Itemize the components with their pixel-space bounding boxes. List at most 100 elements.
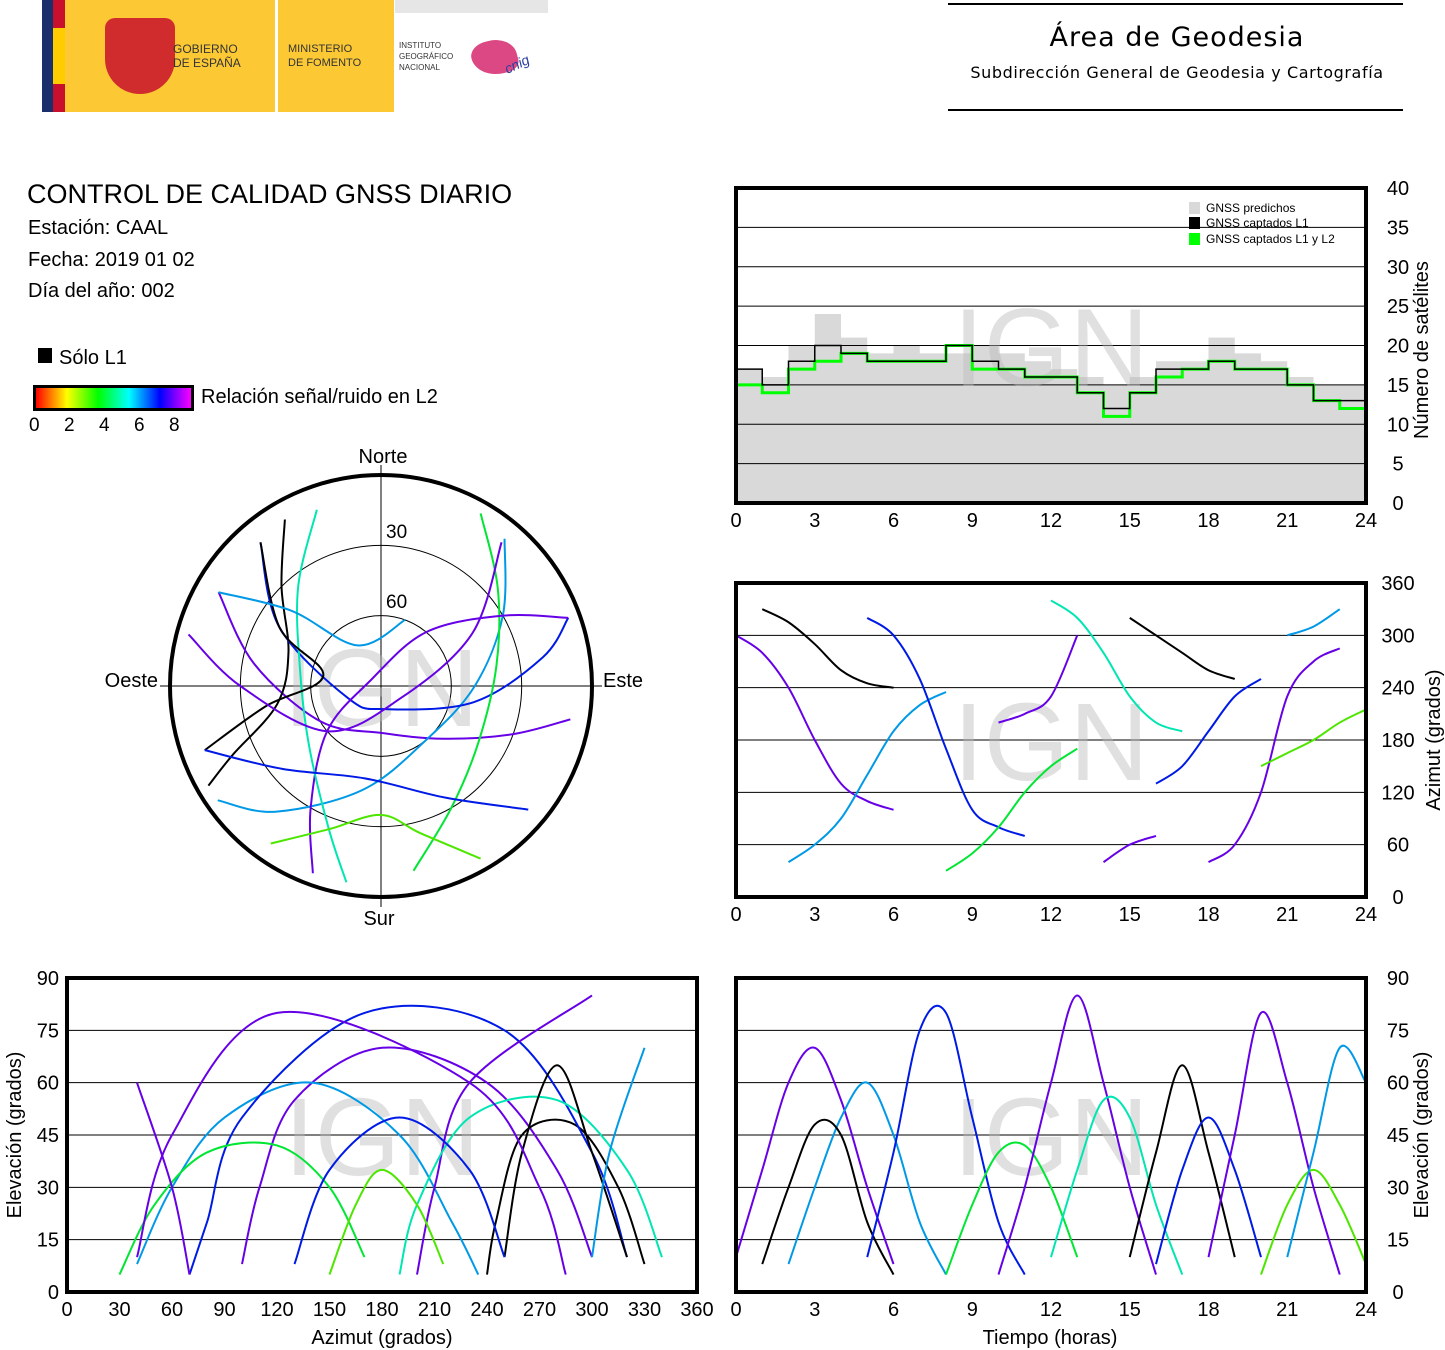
satcount-xtick-label: 24: [1355, 510, 1377, 532]
satcount-ytick-label: 0: [1392, 493, 1403, 515]
legend-predicted-swatch: [1189, 202, 1200, 214]
azimuth-time-xtick-label: 3: [809, 904, 820, 926]
gobierno-block: GOBIERNO DE ESPAÑA: [65, 0, 275, 112]
elev-az-xtick-label: 270: [523, 1299, 556, 1321]
header-rule-bottom: [948, 109, 1403, 111]
skyplot-satellite-track: [412, 513, 501, 872]
min-line1: MINISTERIO: [288, 43, 353, 55]
elev-time-xtick-label: 0: [730, 1299, 741, 1321]
skyplot-satellite-track: [204, 542, 325, 751]
elev-az-satellite-track: [293, 1116, 506, 1265]
azimuth-time-satellite-track: [761, 608, 894, 689]
ign-line2: GEOGRÁFICO: [399, 52, 454, 61]
elev-time-xtick-label: 24: [1355, 1299, 1377, 1321]
legend-l1l2-label: GNSS captados L1 y L2: [1206, 232, 1335, 246]
skyplot-satellite-track: [218, 591, 406, 647]
satcount-xtick-label: 6: [888, 510, 899, 532]
azimuth-time-ytick-label: 360: [1381, 573, 1414, 595]
elev-az-xtick-label: 210: [418, 1299, 451, 1321]
elev-az-satellite-track: [503, 1064, 628, 1258]
elev-az-xtick-label: 330: [628, 1299, 661, 1321]
elev-time-xlabel: Tiempo (horas): [983, 1327, 1118, 1349]
elev-time-satellite-track: [945, 1141, 1079, 1275]
satcount-ytick-label: 5: [1392, 454, 1403, 476]
azimuth-time-ytick-label: 180: [1381, 730, 1414, 752]
elev-az-xtick-label: 360: [680, 1299, 713, 1321]
l1-line: [736, 344, 1367, 410]
azimuth-time-xtick-label: 24: [1355, 904, 1377, 926]
satcount-watermark: IGN: [953, 287, 1149, 410]
elev-time-ytick-label: 90: [1387, 968, 1409, 990]
area-subtitle: Subdirección General de Geodesia y Carto…: [970, 63, 1384, 82]
elev-az-satellite-track: [328, 1168, 445, 1275]
l1-only-label: Sólo L1: [59, 347, 127, 369]
legend-l1-label: GNSS captados L1: [1206, 216, 1309, 230]
satcount-xtick-label: 9: [967, 510, 978, 532]
elev-time-satellite-track: [1155, 1116, 1262, 1265]
azimuth-time-satellite-track: [1129, 617, 1236, 680]
elev-az-ytick-label: 15: [37, 1230, 59, 1252]
satcount-ytick-label: 20: [1387, 336, 1409, 358]
azimuth-time-satellite-track: [1102, 834, 1157, 863]
elev-time-ytick-label: 30: [1387, 1177, 1409, 1199]
elev-time-satellite-track: [997, 994, 1157, 1275]
satcount-xtick-label: 15: [1119, 510, 1141, 532]
elev-time-ytick-label: 60: [1387, 1073, 1409, 1095]
azimuth-time-satellite-track: [787, 691, 947, 863]
satcount-xtick-label: 3: [809, 510, 820, 532]
elev-time-satellite-track: [1128, 1064, 1236, 1258]
azimuth-time-ytick-label: 300: [1381, 625, 1414, 647]
ministerio-block: MINISTERIO DE FOMENTO: [278, 0, 394, 112]
elev-time-xtick-label: 9: [967, 1299, 978, 1321]
elev-az-ytick-label: 75: [37, 1020, 59, 1042]
satcount-ytick-label: 35: [1387, 217, 1409, 239]
satcount-xtick-label: 21: [1276, 510, 1298, 532]
elev-time-xtick-label: 12: [1040, 1299, 1062, 1321]
snr-label: Relación señal/ruido en L2: [201, 386, 438, 408]
elev-az-ytick-label: 60: [37, 1073, 59, 1095]
elev-az-satellite-track: [241, 1046, 593, 1265]
elev-time-satellite-track: [787, 1081, 947, 1276]
legend-l1-swatch: [1189, 217, 1200, 229]
azimuth-time-satellite-track: [945, 747, 1078, 872]
skyplot-satellite-track: [207, 519, 290, 787]
skyplot-west-label: Oeste: [105, 670, 158, 692]
azimuth-time-xtick-label: 9: [967, 904, 978, 926]
azimuth-time-xtick-label: 0: [730, 904, 741, 926]
eu-stripe: [42, 0, 53, 112]
ign-bar: [395, 0, 548, 13]
report-title: CONTROL DE CALIDAD GNSS DIARIO: [27, 179, 513, 209]
azimuth-time-satellite-track: [1207, 647, 1341, 863]
azimuth-time-xtick-label: 15: [1119, 904, 1141, 926]
doy-label: Día del año: 002: [28, 280, 175, 302]
azimuth-time-ytick-label: 240: [1381, 678, 1414, 700]
min-line2: DE FOMENTO: [288, 57, 362, 69]
government-logo: GOBIERNO DE ESPAÑA MINISTERIO DE FOMENTO…: [42, 0, 548, 112]
elev-az-xtick-label: 180: [365, 1299, 398, 1321]
satcount-ytick-label: 15: [1387, 375, 1409, 397]
station-label: Estación: CAAL: [28, 217, 169, 239]
elev-az-ytick-label: 45: [37, 1125, 59, 1147]
skyplot-ring-60: [310, 615, 452, 757]
skyplot-ring-30-label: 30: [386, 522, 407, 543]
skyplot-ring-60-label: 60: [386, 592, 407, 613]
skyplot-satellite-track: [308, 613, 569, 874]
skyplot-satellite-track: [270, 813, 482, 860]
elev-az-xtick-label: 120: [260, 1299, 293, 1321]
legend-l1l2-swatch: [1189, 233, 1200, 245]
azimuth-time-satellite-track: [1286, 608, 1341, 637]
snr-tick: 2: [64, 415, 75, 436]
skyplot-south-label: Sur: [363, 908, 394, 930]
ign-line1: INSTITUTO: [399, 41, 442, 50]
skyplot-satellite-track: [187, 542, 503, 733]
elev-time-ytick-label: 15: [1387, 1230, 1409, 1252]
azimuth-time-satellite-track: [1050, 599, 1183, 733]
elev-az-satellite-track: [136, 1082, 191, 1275]
elev-time-ylabel: Elevación (grados): [1411, 1052, 1433, 1219]
elev-az-frame: [65, 976, 699, 1294]
elev-az-xtick-label: 240: [470, 1299, 503, 1321]
snr-colorbar: [33, 385, 194, 411]
skyplot-satellite-track: [204, 749, 529, 811]
azimuth-time-ytick-label: 60: [1387, 835, 1409, 857]
